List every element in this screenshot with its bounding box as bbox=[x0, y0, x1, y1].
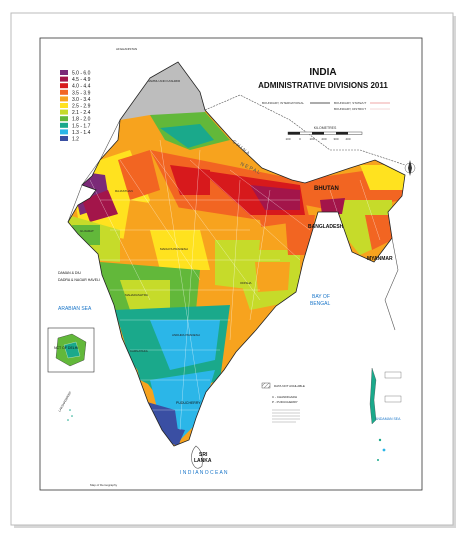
map-title: INDIA bbox=[309, 67, 336, 78]
compass-icon bbox=[404, 160, 416, 176]
legend-swatch bbox=[60, 70, 68, 75]
boundary-international-label: BOUNDARY, INTERNATIONAL bbox=[262, 101, 304, 105]
label-dadra: DADRA & NAGAR HAVELI bbox=[58, 278, 100, 282]
legend-swatch bbox=[60, 136, 68, 141]
label-andaman-sea: ANDAMAN SEA bbox=[375, 417, 401, 421]
label-lanka: LANKA bbox=[194, 458, 212, 464]
legend-label: 1.2 bbox=[72, 137, 79, 143]
boundary-district-label: BOUNDARY, DISTRICT bbox=[334, 107, 366, 111]
legend-swatch bbox=[60, 103, 68, 108]
scale-tick-label: 300 bbox=[333, 137, 338, 141]
label-myanmar: MYANMAR bbox=[367, 256, 393, 262]
boundary-state-label: BOUNDARY, STATE/UT bbox=[334, 101, 366, 105]
china-outline bbox=[204, 94, 406, 166]
label-indian-ocean: I N D I A N O C E A N bbox=[180, 470, 228, 476]
label-jammu-kashmir: JAMMU AND KASHMIR bbox=[148, 79, 181, 83]
label-bhutan: BHUTAN bbox=[314, 186, 339, 192]
scale-tick-label: 200 bbox=[321, 137, 326, 141]
map-credit: Map of Demography bbox=[90, 483, 118, 487]
legend-swatch bbox=[60, 96, 68, 102]
legend-swatch bbox=[60, 122, 68, 128]
legend-label: 3.0 - 3.4 bbox=[72, 97, 91, 103]
data-not-available-label: DATA NOT AVAILABLE bbox=[274, 384, 305, 388]
map-subtitle: ADMINISTRATIVE DIVISIONS 2011 bbox=[258, 81, 388, 90]
label-puducherry: PUDUCHERRY bbox=[176, 401, 201, 405]
label-karnataka: KARNATAKA bbox=[130, 349, 148, 353]
legend-label: 4.5 - 4.9 bbox=[72, 77, 91, 83]
data-note: DATA NOT AVAILABLE C - CHANDIGARH P - PU… bbox=[261, 382, 305, 423]
legend-label: 5.0 - 6.0 bbox=[72, 71, 91, 77]
label-gujarat: GUJARAT bbox=[80, 229, 94, 233]
legend-swatch bbox=[60, 129, 68, 135]
legend-swatch bbox=[60, 89, 68, 95]
legend-swatch bbox=[60, 76, 68, 82]
color-legend: 5.0 - 6.04.5 - 4.94.0 - 4.43.5 - 3.93.0 … bbox=[60, 70, 91, 143]
legend-label: 1.8 - 2.0 bbox=[72, 117, 91, 123]
scale-tick-label: 100 bbox=[285, 137, 290, 141]
scale-bar: KILOMETRES 100 0 100 200 300 400 bbox=[285, 126, 363, 141]
label-bay-of: BAY OF bbox=[312, 294, 330, 300]
label-maharashtra: MAHARASHTRA bbox=[125, 293, 148, 297]
label-bengal: BENGAL bbox=[310, 301, 331, 307]
label-madhya-pradesh: MADHYA PRADESH bbox=[160, 247, 188, 251]
delhi-inset: NCT OF DELHI bbox=[47, 327, 95, 373]
label-sri: SRI bbox=[199, 452, 208, 458]
abbrev-puducherry: P - PUDUCHERRY bbox=[272, 400, 298, 404]
pakistan-outline bbox=[67, 119, 121, 223]
legend-swatch bbox=[60, 83, 68, 89]
label-daman-diu: DAMAN & DIU bbox=[58, 271, 81, 275]
legend-label: 4.0 - 4.4 bbox=[72, 84, 91, 90]
scale-label: KILOMETRES bbox=[314, 126, 337, 130]
abbrev-chandigarh: C - CHANDIGARH bbox=[272, 395, 297, 399]
andaman-nicobar-islands bbox=[369, 367, 402, 461]
label-bangladesh: BANGLADESH bbox=[308, 224, 344, 230]
scale-tick-label: 100 bbox=[309, 137, 314, 141]
legend-swatch bbox=[60, 109, 68, 115]
scale-tick-label: 0 bbox=[299, 137, 301, 141]
label-arabian-sea: ARABIAN SEA bbox=[58, 306, 92, 312]
label-rajasthan: RAJASTHAN bbox=[115, 189, 133, 193]
india-outline bbox=[67, 61, 406, 447]
data-not-available-swatch bbox=[261, 382, 271, 389]
scale-tick-label: 400 bbox=[345, 137, 350, 141]
boundary-legend: BOUNDARY, INTERNATIONAL BOUNDARY, STATE/… bbox=[262, 101, 390, 111]
legend-swatch bbox=[60, 116, 68, 122]
legend-label: 2.1 - 2.4 bbox=[72, 110, 91, 116]
legend-label: 1.5 - 1.7 bbox=[72, 123, 91, 129]
legend-label: 1.3 - 1.4 bbox=[72, 130, 91, 136]
label-odisha: ODISHA bbox=[240, 281, 252, 285]
legend-label: 3.5 - 3.9 bbox=[72, 90, 91, 96]
scale-ticks: 100 0 100 200 300 400 bbox=[285, 137, 350, 141]
myanmar-outline bbox=[384, 237, 399, 331]
label-andhra-pradesh: ANDHRA PRADESH bbox=[172, 333, 200, 337]
label-afghanistan: AFGHANISTAN bbox=[116, 47, 137, 51]
label-nct-delhi: NCT OF DELHI bbox=[54, 346, 78, 350]
legend-label: 2.5 - 2.9 bbox=[72, 104, 91, 110]
sri-lanka-island bbox=[191, 445, 203, 469]
